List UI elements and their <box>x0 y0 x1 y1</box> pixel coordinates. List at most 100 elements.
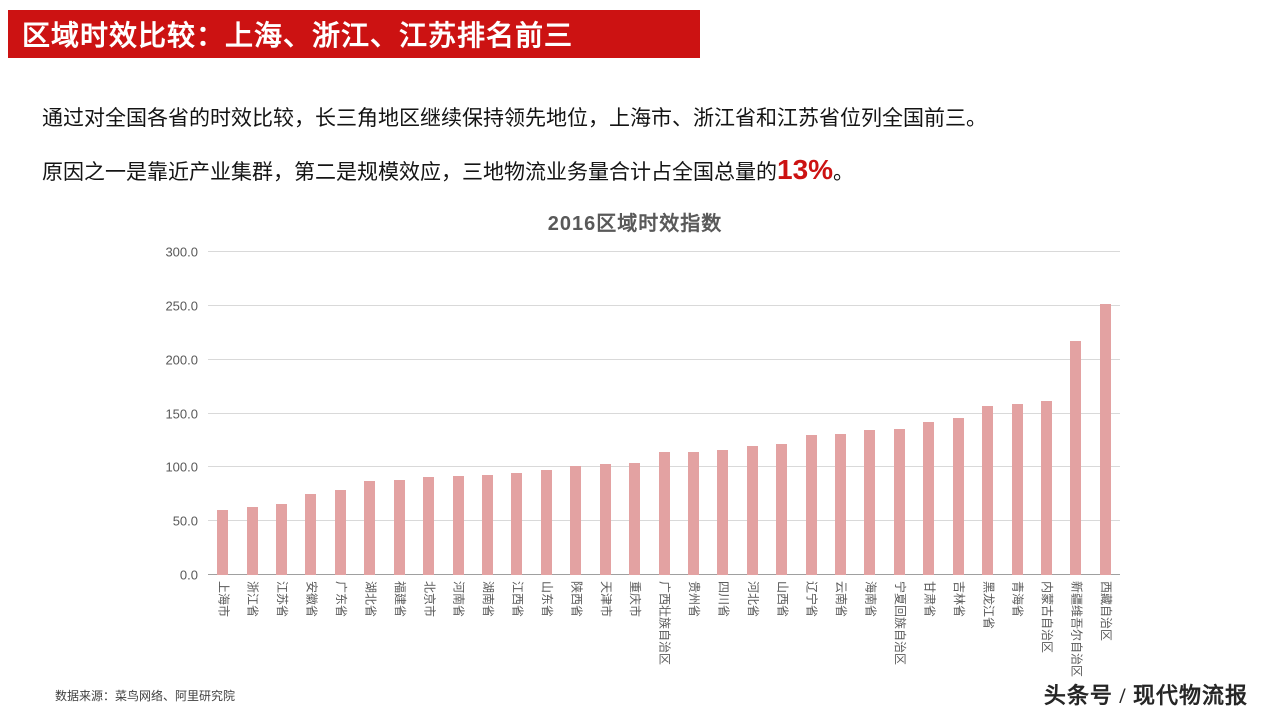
x-label-cell: 江苏省 <box>267 575 296 677</box>
x-label-cell: 湖北省 <box>355 575 384 677</box>
x-label-cell: 黑龙江省 <box>973 575 1002 677</box>
bar-cell <box>973 252 1002 575</box>
bar-cell <box>590 252 619 575</box>
x-tick-label: 福建省 <box>392 581 407 618</box>
x-tick-label: 贵州省 <box>687 581 702 618</box>
bar-浙江省 <box>246 507 258 575</box>
bar-series <box>208 252 1120 575</box>
x-tick-label: 云南省 <box>834 581 849 618</box>
watermark: 头条号 / 现代物流报 <box>1043 683 1248 708</box>
timeliness-index-chart: 2016区域时效指数 0.0 50.0 100.0 150.0 200.0 250.0 30… <box>150 207 1120 677</box>
bar-cell <box>885 252 914 575</box>
bar-cell <box>738 252 767 575</box>
x-label-cell: 福建省 <box>385 575 414 677</box>
gridline <box>208 358 1120 360</box>
x-tick-label: 江西省 <box>510 581 525 618</box>
page-title: 区域时效比较：上海、浙江、江苏排名前三 <box>22 20 574 51</box>
x-label-cell: 河北省 <box>738 575 767 677</box>
x-label-cell: 贵州省 <box>679 575 708 677</box>
paragraph-2-text: 原因之一是靠近产业集群，第二是规模效应，三地物流业务量合计占全国总量的 <box>42 160 777 184</box>
x-tick-label: 宁夏回族自治区 <box>893 581 907 666</box>
x-label-cell: 江西省 <box>502 575 531 677</box>
bar-cell <box>473 252 502 575</box>
bar-cell <box>1061 252 1090 575</box>
x-label-cell: 重庆市 <box>620 575 649 677</box>
y-tick-label: 200.0 <box>165 352 198 368</box>
bar-cell <box>944 252 973 575</box>
bar-湖南省 <box>482 474 493 575</box>
bar-山西省 <box>776 443 788 575</box>
chart-title: 2016区域时效指数 <box>547 213 723 235</box>
plot-region <box>208 251 1120 575</box>
bar-河南省 <box>452 475 464 575</box>
bar-江西省 <box>511 472 523 575</box>
x-label-cell: 云南省 <box>826 575 855 677</box>
bar-天津市 <box>599 464 611 575</box>
x-label-cell: 广西壮族自治区 <box>649 575 678 677</box>
x-tick-label: 内蒙古自治区 <box>1040 581 1055 654</box>
gridline <box>208 412 1120 414</box>
paragraph-2-period: 。 <box>833 160 855 184</box>
bar-安徽省 <box>305 494 317 575</box>
x-tick-label: 青海省 <box>1010 581 1025 618</box>
bar-cell <box>1032 252 1061 575</box>
x-tick-label: 广东省 <box>333 581 348 618</box>
x-label-cell: 吉林省 <box>944 575 973 677</box>
x-tick-label: 西藏自治区 <box>1098 581 1113 642</box>
bar-新疆维吾尔自治区 <box>1070 341 1082 575</box>
header-banner: 区域时效比较：上海、浙江、江苏排名前三 <box>8 10 700 58</box>
x-label-cell: 山西省 <box>767 575 796 677</box>
body-paragraph-2: 原因之一是靠近产业集群，第二是规模效应，三地物流业务量合计占全国总量的13%。 <box>42 154 1162 186</box>
bar-海南省 <box>864 429 876 575</box>
x-tick-label: 河北省 <box>745 581 760 618</box>
x-label-cell: 陕西省 <box>561 575 590 677</box>
bar-西藏自治区 <box>1099 303 1111 575</box>
bar-辽宁省 <box>805 435 817 575</box>
x-label-cell: 新疆维吾尔自治区 <box>1061 575 1090 677</box>
bar-cell <box>385 252 414 575</box>
x-label-cell: 湖南省 <box>473 575 502 677</box>
bar-cell <box>414 252 443 575</box>
x-tick-label: 山西省 <box>775 581 790 618</box>
chart-plot-area: 0.0 50.0 100.0 150.0 200.0 250.0 300.0 <box>150 245 1120 583</box>
bar-北京市 <box>423 477 435 575</box>
bar-cell <box>855 252 884 575</box>
x-tick-label: 湖南省 <box>481 581 496 618</box>
x-tick-label: 海南省 <box>863 581 878 618</box>
bar-湖北省 <box>364 481 376 575</box>
x-tick-label: 天津市 <box>598 581 613 618</box>
bar-贵州省 <box>687 452 699 575</box>
bar-黑龙江省 <box>982 405 994 575</box>
x-label-cell: 广东省 <box>326 575 355 677</box>
x-tick-label: 黑龙江省 <box>981 581 996 630</box>
x-tick-label: 江苏省 <box>275 581 290 618</box>
bar-cell <box>679 252 708 575</box>
bar-云南省 <box>835 433 847 575</box>
bar-cell <box>443 252 472 575</box>
bar-cell <box>326 252 355 575</box>
y-tick-label: 0.0 <box>179 567 198 583</box>
gridline <box>208 251 1120 252</box>
x-label-cell: 河南省 <box>443 575 472 677</box>
x-label-cell: 甘肃省 <box>914 575 943 677</box>
x-tick-label: 上海市 <box>216 581 231 618</box>
x-label-cell: 安徽省 <box>296 575 325 677</box>
bar-cell <box>502 252 531 575</box>
x-label-cell: 天津市 <box>590 575 619 677</box>
bar-cell <box>355 252 384 575</box>
bar-甘肃省 <box>923 422 935 575</box>
x-label-cell: 北京市 <box>414 575 443 677</box>
x-tick-label: 重庆市 <box>628 581 643 618</box>
x-tick-label: 吉林省 <box>951 581 966 618</box>
bar-广西壮族自治区 <box>658 452 670 575</box>
bar-cell <box>767 252 796 575</box>
bar-cell <box>708 252 737 575</box>
x-tick-label: 安徽省 <box>304 581 319 618</box>
bar-广东省 <box>334 489 346 575</box>
x-tick-label: 甘肃省 <box>922 581 937 618</box>
x-label-cell: 浙江省 <box>237 575 266 677</box>
bar-cell <box>532 252 561 575</box>
x-tick-label: 辽宁省 <box>804 581 819 618</box>
x-label-cell: 山东省 <box>532 575 561 677</box>
